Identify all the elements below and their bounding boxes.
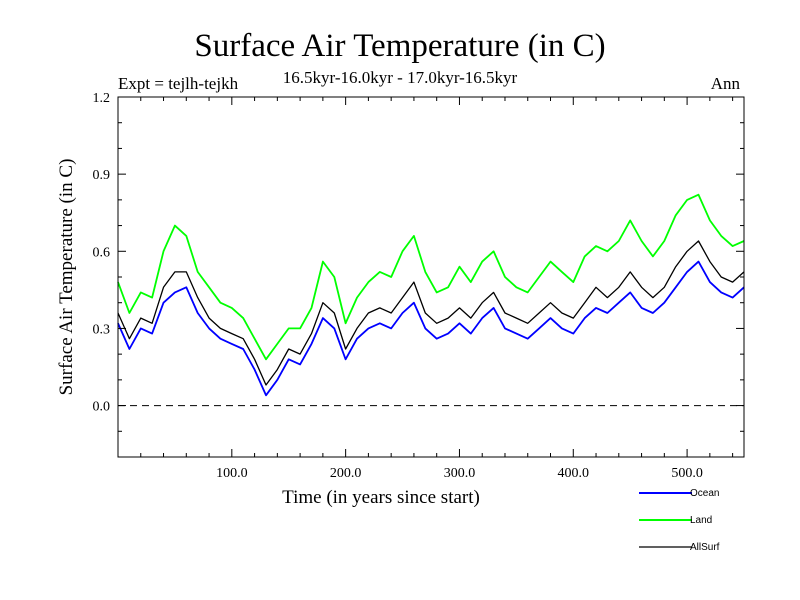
x-tick-label: 200.0 [330,466,362,481]
x-tick-label: 100.0 [216,466,248,481]
y-tick-label: 0.0 [93,400,111,415]
y-axis-label: Surface Air Temperature (in C) [56,159,77,396]
period-label: Ann [710,74,740,93]
series-line-ocean [117,260,745,397]
experiment-label: Expt = tejlh-tejkh [118,74,239,93]
series-line-allsurf [117,240,745,386]
chart-subtitle: 16.5kyr-16.0kyr - 17.0kyr-16.5kyr [282,68,518,87]
series-line-land [117,193,745,361]
y-tick-label: 0.9 [93,168,111,183]
plot-frame [117,96,745,458]
x-tick-label: 500.0 [671,466,703,481]
y-tick-label: 1.2 [93,91,111,106]
legend-label-ocean: Ocean [690,488,719,499]
y-tick-label: 0.6 [93,245,111,260]
x-tick-label: 400.0 [558,466,590,481]
chart-title: Surface Air Temperature (in C) [194,28,606,64]
x-tick-label: 300.0 [444,466,476,481]
x-axis-label: Time (in years since start) [282,487,480,508]
legend-label-allsurf: AllSurf [690,542,720,553]
y-tick-label: 0.3 [93,322,111,337]
legend-label-land: Land [690,515,712,526]
